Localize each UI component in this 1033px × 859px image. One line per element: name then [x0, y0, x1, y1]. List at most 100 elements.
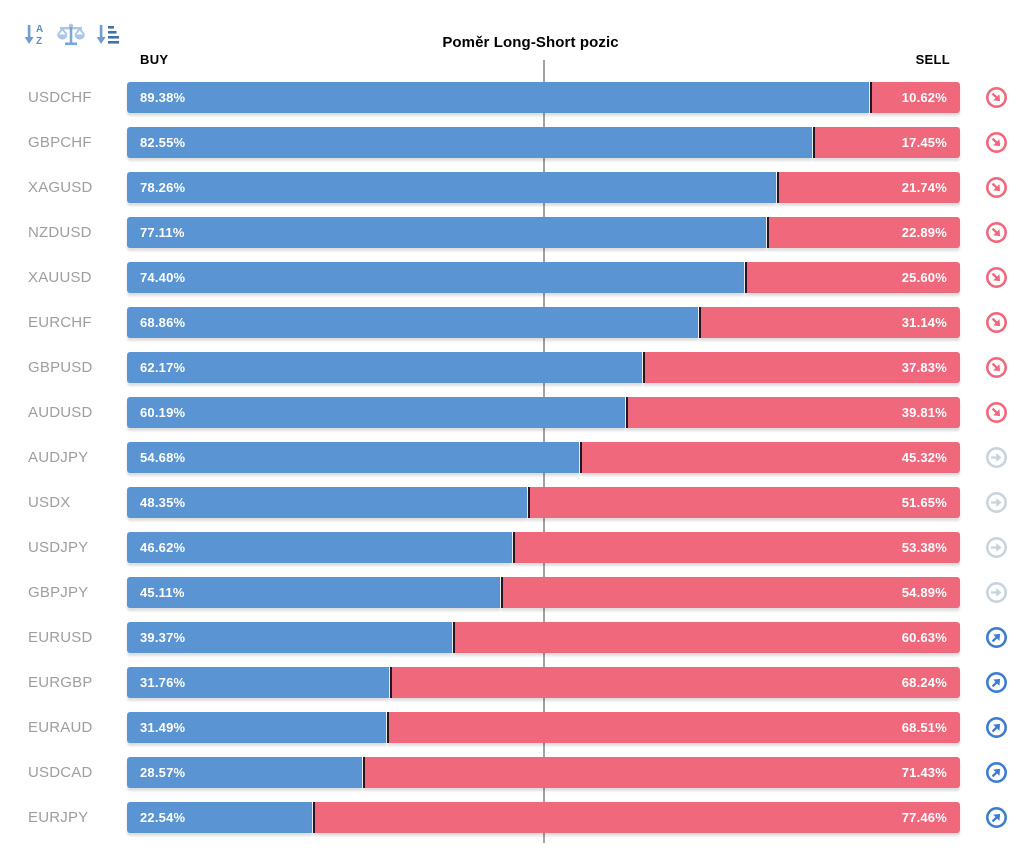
column-headers: BUY SELL — [0, 52, 1033, 67]
buy-value: 22.54% — [140, 810, 186, 825]
svg-text:Z: Z — [36, 36, 42, 47]
sell-bar[interactable]: 53.38% — [513, 532, 960, 563]
signal-up-icon — [960, 761, 1033, 784]
signal-down-icon — [960, 131, 1033, 154]
sell-bar[interactable]: 68.51% — [387, 712, 960, 743]
pair-label: USDJPY — [28, 539, 89, 556]
pair-row: USDJPY 46.62% 53.38% — [0, 525, 1033, 570]
sell-bar[interactable]: 17.45% — [812, 127, 960, 158]
buy-value: 46.62% — [140, 540, 186, 555]
sell-value: 71.43% — [901, 765, 947, 780]
ratio-bar: 46.62% 53.38% — [127, 532, 960, 563]
buy-bar[interactable]: 28.57% — [127, 757, 362, 788]
sell-bar[interactable]: 39.81% — [626, 397, 960, 428]
ratio-bar: 39.37% 60.63% — [127, 622, 960, 653]
pair-row: USDCHF 89.38% 10.62% — [0, 75, 1033, 120]
sell-bar[interactable]: 25.60% — [744, 262, 960, 293]
sell-bar[interactable]: 60.63% — [452, 622, 960, 653]
pair-label: AUDUSD — [28, 404, 93, 421]
ratio-bar: 31.49% 68.51% — [127, 712, 960, 743]
chart-rows: USDCHF 89.38% 10.62% GBPCHF 82.55% 17.45… — [0, 75, 1033, 840]
sell-column-header: SELL — [915, 52, 950, 67]
buy-value: 68.86% — [140, 315, 186, 330]
pair-row: AUDUSD 60.19% 39.81% — [0, 390, 1033, 435]
pair-row: USDCAD 28.57% 71.43% — [0, 750, 1033, 795]
buy-bar[interactable]: 22.54% — [127, 802, 312, 833]
buy-bar[interactable]: 60.19% — [127, 397, 626, 428]
ratio-bar: 60.19% 39.81% — [127, 397, 960, 428]
sell-bar[interactable]: 77.46% — [312, 802, 960, 833]
sell-bar[interactable]: 45.32% — [580, 442, 960, 473]
sort-amount-icon[interactable] — [94, 21, 120, 48]
pair-row: XAGUSD 78.26% 21.74% — [0, 165, 1033, 210]
ratio-bar: 74.40% 25.60% — [127, 262, 960, 293]
sell-bar[interactable]: 22.89% — [767, 217, 960, 248]
sell-value: 68.24% — [901, 675, 947, 690]
sell-bar[interactable]: 37.83% — [642, 352, 960, 383]
buy-bar[interactable]: 39.37% — [127, 622, 452, 653]
buy-bar[interactable]: 68.86% — [127, 307, 698, 338]
svg-text:A: A — [36, 24, 43, 35]
buy-bar[interactable]: 31.76% — [127, 667, 389, 698]
sell-bar[interactable]: 54.89% — [500, 577, 960, 608]
sell-value: 60.63% — [901, 630, 947, 645]
sell-value: 39.81% — [901, 405, 947, 420]
sell-value: 77.46% — [901, 810, 947, 825]
sell-bar[interactable]: 68.24% — [389, 667, 960, 698]
buy-value: 45.11% — [140, 585, 185, 600]
sort-toolbar: A Z — [22, 21, 120, 48]
pair-label: USDCAD — [28, 764, 93, 781]
pair-row: EURCHF 68.86% 31.14% — [0, 300, 1033, 345]
pair-label: USDX — [28, 494, 71, 511]
buy-bar[interactable]: 89.38% — [127, 82, 869, 113]
sell-bar[interactable]: 21.74% — [776, 172, 960, 203]
sell-bar[interactable]: 10.62% — [869, 82, 960, 113]
buy-bar[interactable]: 48.35% — [127, 487, 527, 518]
sort-alpha-icon[interactable]: A Z — [22, 21, 48, 48]
buy-bar[interactable]: 77.11% — [127, 217, 767, 248]
buy-value: 74.40% — [140, 270, 186, 285]
buy-bar[interactable]: 45.11% — [127, 577, 500, 608]
signal-down-icon — [960, 266, 1033, 289]
buy-value: 31.49% — [140, 720, 186, 735]
ratio-bar: 54.68% 45.32% — [127, 442, 960, 473]
pair-row: GBPCHF 82.55% 17.45% — [0, 120, 1033, 165]
buy-bar[interactable]: 78.26% — [127, 172, 776, 203]
signal-up-icon — [960, 806, 1033, 829]
signal-neutral-icon — [960, 581, 1033, 604]
buy-bar[interactable]: 74.40% — [127, 262, 744, 293]
ratio-bar: 48.35% 51.65% — [127, 487, 960, 518]
sell-bar[interactable]: 31.14% — [698, 307, 960, 338]
buy-value: 60.19% — [140, 405, 186, 420]
balance-scale-icon[interactable] — [56, 21, 86, 48]
ratio-bar: 78.26% 21.74% — [127, 172, 960, 203]
signal-up-icon — [960, 626, 1033, 649]
buy-bar[interactable]: 82.55% — [127, 127, 812, 158]
signal-down-icon — [960, 176, 1033, 199]
ratio-bar: 45.11% 54.89% — [127, 577, 960, 608]
buy-bar[interactable]: 46.62% — [127, 532, 513, 563]
ratio-bar: 22.54% 77.46% — [127, 802, 960, 833]
buy-value: 39.37% — [140, 630, 186, 645]
sell-bar[interactable]: 71.43% — [362, 757, 960, 788]
ratio-bar: 68.86% 31.14% — [127, 307, 960, 338]
ratio-bar: 28.57% 71.43% — [127, 757, 960, 788]
chart-title: Poměr Long-Short pozic — [442, 34, 619, 51]
buy-bar[interactable]: 31.49% — [127, 712, 387, 743]
sell-value: 17.45% — [901, 135, 947, 150]
pair-label: GBPJPY — [28, 584, 89, 601]
ratio-bar: 62.17% 37.83% — [127, 352, 960, 383]
pair-row: XAUUSD 74.40% 25.60% — [0, 255, 1033, 300]
signal-up-icon — [960, 671, 1033, 694]
pair-label: USDCHF — [28, 89, 92, 106]
sell-bar[interactable]: 51.65% — [527, 487, 960, 518]
buy-bar[interactable]: 62.17% — [127, 352, 642, 383]
buy-bar[interactable]: 54.68% — [127, 442, 580, 473]
signal-neutral-icon — [960, 536, 1033, 559]
sell-value: 53.38% — [901, 540, 947, 555]
buy-value: 62.17% — [140, 360, 186, 375]
pair-label: EURUSD — [28, 629, 93, 646]
pair-label: EURGBP — [28, 674, 93, 691]
pair-label: XAGUSD — [28, 179, 93, 196]
pair-row: EURAUD 31.49% 68.51% — [0, 705, 1033, 750]
